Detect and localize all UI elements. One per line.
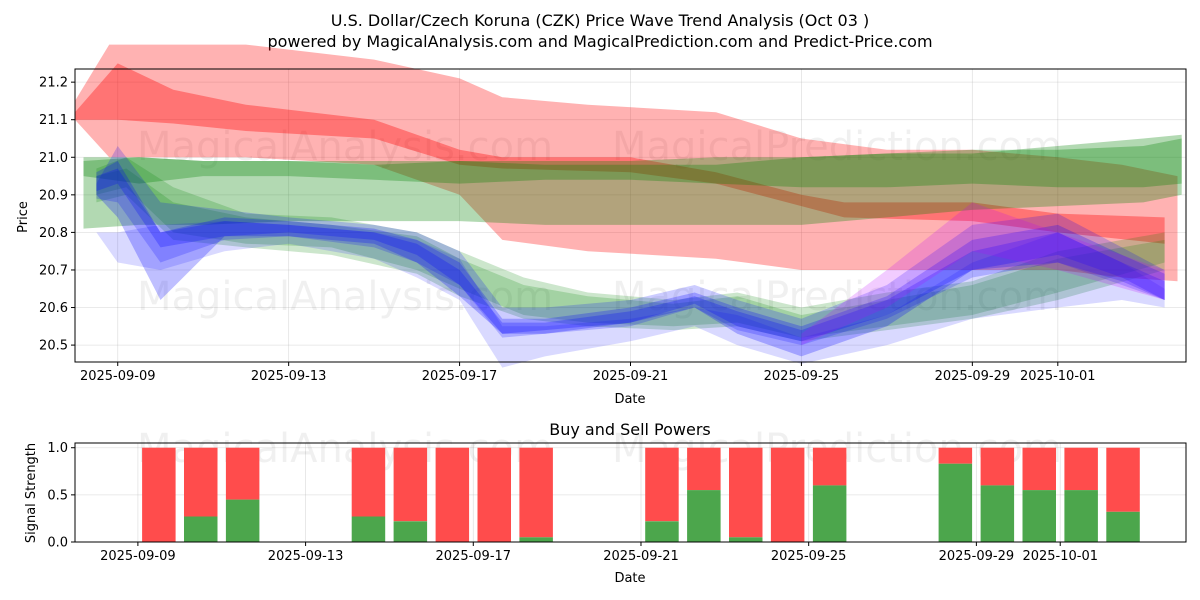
chart-title: U.S. Dollar/Czech Koruna (CZK) Price Wav… xyxy=(331,11,869,30)
watermark-text: MagicalAnalysis.com xyxy=(137,124,553,170)
sell-power-bar xyxy=(1106,447,1140,512)
sell-power-bar xyxy=(351,447,386,517)
sell-power-bar xyxy=(645,447,679,522)
buy-sell-x-tick-label: 2025-09-29 xyxy=(939,549,1015,564)
wave-band xyxy=(96,157,1165,338)
buy-sell-x-tick-label: 2025-09-13 xyxy=(268,549,344,564)
price-y-tick-label: 20.9 xyxy=(39,188,68,203)
buy-power-bar xyxy=(729,537,763,542)
wave-band xyxy=(75,63,1165,244)
wave-band xyxy=(96,221,1165,368)
price-y-tick-label: 21.2 xyxy=(39,76,68,91)
buy-power-bar xyxy=(1064,490,1098,542)
sell-power-bar xyxy=(1022,447,1056,491)
sell-power-bar xyxy=(729,447,763,538)
sell-power-bar xyxy=(687,447,721,491)
price-x-ticks: 2025-09-09 2025-09-13 2025-09-17 2025-09-21… xyxy=(80,362,1096,384)
price-x-tick-label: 2025-10-01 xyxy=(1020,369,1096,384)
wave-band xyxy=(83,134,1182,229)
buy-power-bar xyxy=(351,516,386,542)
buy-power-bar xyxy=(1022,490,1056,542)
price-y-tick-label: 21.0 xyxy=(39,151,68,166)
price-grid xyxy=(75,69,1186,362)
wave-band xyxy=(96,168,1165,342)
buy-sell-bars xyxy=(142,447,1140,542)
buy-sell-x-tick-label: 2025-09-25 xyxy=(771,549,847,564)
price-y-ticks: 20.5 20.6 20.7 20.8 20.9 21.0 21.1 21.2 xyxy=(39,76,75,354)
buy-power-bar xyxy=(980,485,1015,542)
buy-power-bar xyxy=(1106,511,1140,542)
buy-power-bar xyxy=(938,463,973,542)
watermark-text: MagicalAnalysis.com xyxy=(137,274,553,320)
wave-band xyxy=(96,161,1165,357)
buy-sell-plot: Buy and Sell Powers MagicalAnalysis.com … xyxy=(24,420,1187,586)
price-x-tick-label: 2025-09-17 xyxy=(422,369,498,384)
buy-sell-x-ticks: 2025-09-09 2025-09-13 2025-09-17 2025-09-21… xyxy=(100,542,1098,564)
buy-power-bar xyxy=(519,537,553,542)
sell-power-bar xyxy=(142,447,176,542)
price-x-tick-label: 2025-09-09 xyxy=(80,369,156,384)
buy-power-bar xyxy=(393,521,428,542)
sell-power-bar xyxy=(519,447,553,538)
buy-sell-x-tick-label: 2025-10-01 xyxy=(1022,549,1098,564)
price-y-tick-label: 21.1 xyxy=(39,113,68,128)
buy-sell-x-tick-label: 2025-09-21 xyxy=(603,549,679,564)
wave-band xyxy=(96,168,1165,342)
price-x-tick-label: 2025-09-13 xyxy=(251,369,327,384)
buy-sell-y-tick-label: 1.0 xyxy=(47,441,68,456)
buy-sell-y-ticks: 0.0 0.5 1.0 xyxy=(47,441,75,551)
price-y-axis-label: Price xyxy=(16,201,31,233)
buy-power-bar xyxy=(812,485,847,542)
sell-power-bar xyxy=(477,447,511,542)
sell-power-bar xyxy=(1064,447,1098,491)
sell-power-bar xyxy=(393,447,428,522)
price-y-tick-label: 20.6 xyxy=(39,301,68,316)
sell-power-bar xyxy=(938,447,973,464)
sell-power-bar xyxy=(770,447,805,542)
price-bands xyxy=(75,44,1182,368)
wave-band xyxy=(96,146,1165,346)
price-y-tick-label: 20.5 xyxy=(39,339,68,354)
buy-sell-x-tick-label: 2025-09-17 xyxy=(436,549,512,564)
sell-power-bar xyxy=(225,447,260,500)
price-x-tick-label: 2025-09-29 xyxy=(935,369,1011,384)
buy-sell-x-tick-label: 2025-09-09 xyxy=(100,549,176,564)
wave-band xyxy=(75,44,1178,282)
buy-sell-y-axis-label: Signal Strength xyxy=(24,443,39,543)
buy-sell-plot-frame xyxy=(74,442,1187,543)
buy-power-bar xyxy=(645,521,679,542)
price-wave-plot: MagicalAnalysis.com MagicalPrediction.co… xyxy=(16,44,1187,407)
wave-band xyxy=(801,202,1165,346)
sell-power-bar xyxy=(812,447,847,486)
watermark-text: MagicalPrediction.com xyxy=(612,124,1062,170)
buy-sell-x-axis-label: Date xyxy=(614,571,645,586)
buy-power-bar xyxy=(225,499,260,542)
price-x-tick-label: 2025-09-25 xyxy=(764,369,840,384)
sell-power-bar xyxy=(184,447,218,517)
chart-subtitle: powered by MagicalAnalysis.com and Magic… xyxy=(267,32,932,51)
price-x-axis-label: Date xyxy=(614,392,645,407)
sell-power-bar xyxy=(435,447,470,542)
price-watermarks: MagicalAnalysis.com MagicalPrediction.co… xyxy=(137,124,1062,320)
buy-sell-y-tick-label: 0.0 xyxy=(47,536,68,551)
price-y-tick-label: 20.7 xyxy=(39,263,68,278)
buy-power-bar xyxy=(184,516,218,542)
price-x-tick-label: 2025-09-21 xyxy=(593,369,669,384)
wave-band xyxy=(83,138,1182,188)
sell-power-bar xyxy=(980,447,1015,486)
buy-sell-title: Buy and Sell Powers xyxy=(549,420,711,439)
buy-power-bar xyxy=(687,490,721,542)
price-y-tick-label: 20.8 xyxy=(39,226,68,241)
watermark-text: MagicalPrediction.com xyxy=(612,274,1062,320)
buy-sell-y-tick-label: 0.5 xyxy=(47,488,68,503)
